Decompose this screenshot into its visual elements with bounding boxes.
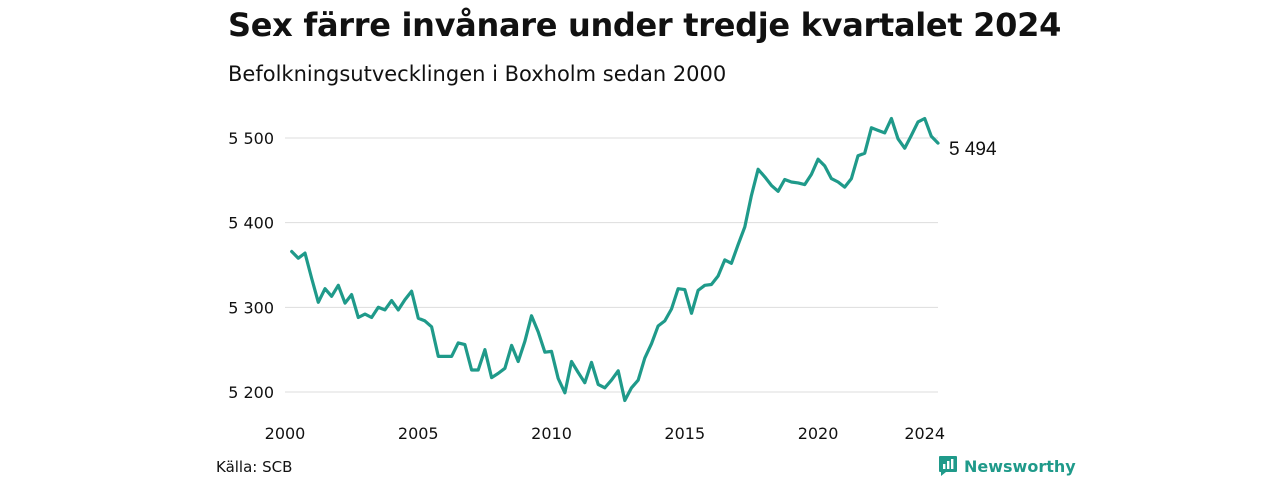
end-value-label: 5 494 (949, 139, 997, 160)
x-tick-label: 2024 (904, 424, 945, 443)
chart-subtitle: Befolkningsutvecklingen i Boxholm sedan … (228, 62, 727, 86)
x-tick-label: 2020 (798, 424, 839, 443)
x-axis: 2000 2005 2010 2015 2020 2024 (265, 424, 945, 443)
y-axis: 5 200 5 300 5 400 5 500 (228, 129, 274, 402)
y-tick-label: 5 200 (228, 383, 274, 402)
source-note: Källa: SCB (216, 458, 293, 476)
chart-title: Sex färre invånare under tredje kvartale… (228, 6, 1062, 44)
newsworthy-icon (939, 456, 957, 476)
grid-lines (285, 137, 938, 393)
brand-logo: Newsworthy (938, 455, 1076, 477)
y-tick-label: 5 300 (228, 298, 274, 317)
population-line (290, 116, 940, 403)
brand-name: Newsworthy (964, 456, 1076, 476)
x-tick-label: 2005 (398, 424, 439, 443)
y-tick-label: 5 400 (228, 214, 274, 233)
x-tick-label: 2000 (265, 424, 306, 443)
y-tick-label: 5 500 (228, 129, 274, 148)
x-tick-label: 2010 (531, 424, 572, 443)
x-tick-label: 2015 (664, 424, 705, 443)
